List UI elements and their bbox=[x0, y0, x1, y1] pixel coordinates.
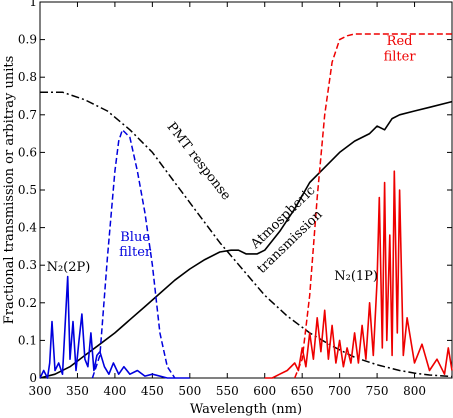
x-axis-title: Wavelength (nm) bbox=[190, 402, 302, 417]
y-tick-label: 0.4 bbox=[18, 221, 37, 235]
y-tick-label: 0.8 bbox=[18, 70, 37, 84]
series-line-3 bbox=[294, 33, 452, 379]
y-tick-label: 1 bbox=[29, 0, 37, 9]
y-tick-label: 0.9 bbox=[18, 33, 37, 47]
x-tick-label: 550 bbox=[216, 384, 239, 398]
annotation-label: N₂(1P) bbox=[334, 269, 378, 284]
y-tick-label: 0.1 bbox=[18, 333, 37, 347]
x-tick-label: 700 bbox=[328, 384, 351, 398]
x-tick-label: 500 bbox=[178, 384, 201, 398]
y-axis-title: Fractional transmission or arbitray unit… bbox=[2, 56, 17, 325]
annotation-label: filter bbox=[119, 245, 152, 260]
x-tick-label: 450 bbox=[141, 384, 164, 398]
x-tick-label: 600 bbox=[253, 384, 276, 398]
tick-labels: 300 350 400 450 500 550 600 650 700 750 800 0 0.1 0.2… bbox=[18, 0, 426, 398]
axis-ticks bbox=[39, 1, 452, 379]
annotation-label: PMT response bbox=[164, 120, 234, 204]
x-tick-label: 300 bbox=[29, 384, 52, 398]
y-tick-label: 0 bbox=[29, 371, 37, 385]
x-tick-label: 400 bbox=[103, 384, 126, 398]
y-tick-label: 0.3 bbox=[18, 258, 37, 272]
y-tick-label: 0.2 bbox=[18, 296, 37, 310]
annotation-label: Red bbox=[387, 34, 413, 49]
series-line-0 bbox=[39, 100, 453, 379]
y-tick-label: 0.6 bbox=[18, 145, 37, 159]
y-tick-label: 0.5 bbox=[18, 183, 37, 197]
x-tick-label: 350 bbox=[66, 384, 89, 398]
y-tick-label: 0.7 bbox=[18, 108, 37, 122]
annotation-label: filter bbox=[384, 49, 417, 64]
annotation-label: Blue bbox=[120, 230, 150, 245]
series-line-4 bbox=[39, 275, 190, 379]
x-tick-label: 800 bbox=[403, 384, 426, 398]
x-tick-label: 750 bbox=[366, 384, 389, 398]
series-line-1 bbox=[40, 91, 453, 378]
x-tick-label: 650 bbox=[291, 384, 314, 398]
annotation-label: N₂(2P) bbox=[47, 260, 91, 275]
data-series bbox=[39, 33, 453, 379]
series-line-2 bbox=[91, 129, 176, 379]
series-line-5 bbox=[264, 170, 453, 379]
